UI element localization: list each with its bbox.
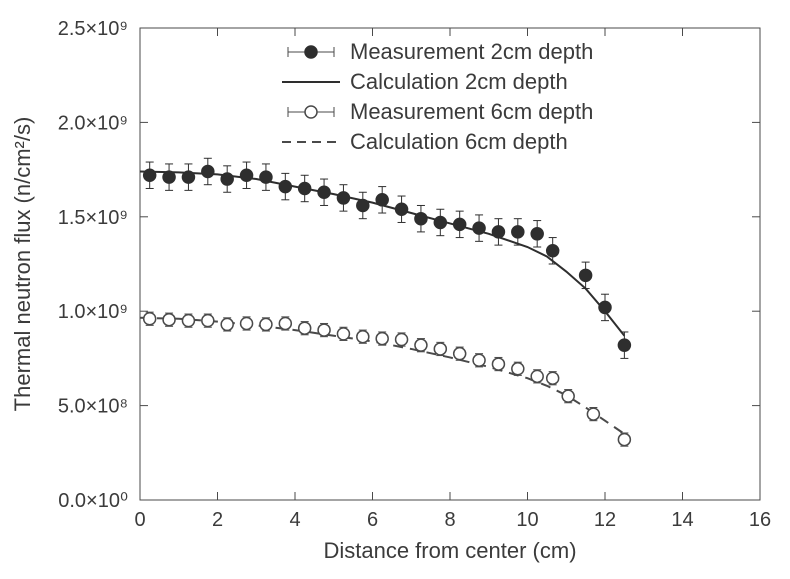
x-tick-label: 12	[594, 509, 616, 531]
x-tick-label: 2	[212, 509, 223, 531]
data-point-open	[473, 354, 485, 366]
y-tick-label: 1.0×10⁹	[58, 301, 128, 323]
x-tick-label: 4	[289, 509, 300, 531]
y-tick-label: 0.0×10⁰	[58, 490, 128, 512]
data-point-filled	[318, 186, 330, 198]
data-point-open	[376, 333, 388, 345]
x-axis-title: Distance from center (cm)	[323, 538, 576, 563]
data-point-filled	[357, 199, 369, 211]
data-point-filled	[299, 182, 311, 194]
data-point-open	[221, 318, 233, 330]
data-point-filled	[221, 173, 233, 185]
data-point-open	[587, 408, 599, 420]
y-axis-title: Thermal neutron flux (n/cm²/s)	[10, 117, 35, 412]
thermal-neutron-flux-chart: 0 2 4 6 8 10 12 14 16 0.0×10⁰ 5.0×10⁸ 1.0×10⁹ 1.5×10…	[0, 0, 790, 579]
data-point-open	[299, 322, 311, 334]
legend-marker	[305, 46, 317, 58]
data-point-open	[241, 317, 253, 329]
data-point-filled	[454, 218, 466, 230]
legend-marker	[305, 106, 317, 118]
data-point-open	[144, 313, 156, 325]
data-point-open	[279, 317, 291, 329]
y-tick-label: 1.5×10⁹	[58, 207, 128, 229]
data-point-open	[512, 363, 524, 375]
data-point-filled	[492, 226, 504, 238]
legend-label: Measurement 6cm depth	[350, 99, 593, 124]
data-point-filled	[144, 169, 156, 181]
data-point-open	[260, 318, 272, 330]
data-point-open	[163, 314, 175, 326]
x-tick-label: 10	[516, 509, 538, 531]
data-point-filled	[547, 245, 559, 257]
data-point-filled	[163, 171, 175, 183]
legend-label: Calculation 2cm depth	[350, 69, 568, 94]
data-point-filled	[473, 222, 485, 234]
data-point-filled	[376, 194, 388, 206]
chart-container: 0 2 4 6 8 10 12 14 16 0.0×10⁰ 5.0×10⁸ 1.0×10⁹ 1.5×10…	[0, 0, 790, 579]
data-point-open	[202, 315, 214, 327]
data-point-filled	[512, 226, 524, 238]
x-tick-label: 14	[671, 509, 693, 531]
data-point-open	[547, 372, 559, 384]
data-point-filled	[599, 301, 611, 313]
data-point-open	[337, 328, 349, 340]
data-point-filled	[279, 181, 291, 193]
legend-label: Measurement 2cm depth	[350, 39, 593, 64]
y-tick-label: 2.5×10⁹	[58, 18, 128, 40]
data-point-open	[434, 343, 446, 355]
x-tick-label: 8	[444, 509, 455, 531]
data-point-filled	[241, 169, 253, 181]
data-point-filled	[337, 192, 349, 204]
data-point-filled	[415, 213, 427, 225]
data-point-filled	[202, 165, 214, 177]
data-point-open	[318, 324, 330, 336]
data-point-filled	[396, 203, 408, 215]
data-point-open	[562, 390, 574, 402]
x-tick-label: 0	[134, 509, 145, 531]
data-point-filled	[434, 216, 446, 228]
data-point-filled	[618, 339, 630, 351]
data-point-filled	[580, 269, 592, 281]
data-point-open	[618, 434, 630, 446]
x-tick-label: 16	[749, 509, 771, 531]
x-tick-label: 6	[367, 509, 378, 531]
data-point-open	[396, 334, 408, 346]
data-point-open	[182, 315, 194, 327]
data-point-open	[454, 348, 466, 360]
data-point-open	[357, 331, 369, 343]
data-point-filled	[260, 171, 272, 183]
data-point-filled	[531, 228, 543, 240]
data-point-open	[492, 358, 504, 370]
y-tick-label: 5.0×10⁸	[58, 396, 128, 418]
data-point-open	[531, 370, 543, 382]
data-point-filled	[182, 171, 194, 183]
data-point-open	[415, 339, 427, 351]
legend-label: Calculation 6cm depth	[350, 129, 568, 154]
y-tick-label: 2.0×10⁹	[58, 112, 128, 134]
